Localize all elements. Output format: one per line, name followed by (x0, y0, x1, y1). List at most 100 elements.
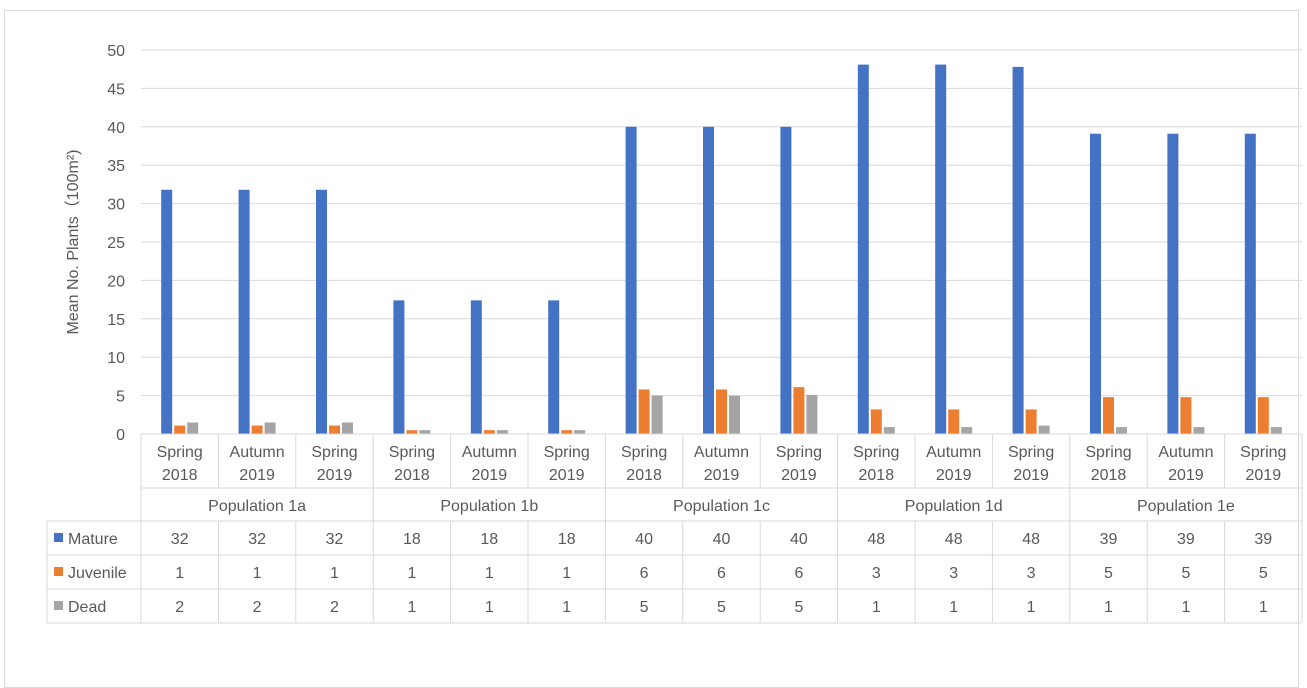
y-tick-label: 35 (107, 158, 125, 175)
table-cell-value: 48 (1022, 531, 1040, 548)
bar-mature-7 (703, 126, 714, 435)
legend-swatch-juvenile (54, 567, 63, 576)
category-label-season: Autumn (462, 444, 517, 461)
category-label-year: 2018 (394, 467, 430, 484)
bar-dead-11 (1038, 425, 1050, 434)
y-tick-label: 20 (107, 273, 125, 290)
category-label-season: Autumn (694, 444, 749, 461)
category-label-year: 2019 (1168, 467, 1204, 484)
table-cell-value: 2 (253, 599, 262, 616)
table-cell-value: 5 (1259, 565, 1268, 582)
table-cell-value: 1 (1104, 599, 1113, 616)
bar-mature-0 (161, 189, 173, 434)
category-label-season: Spring (853, 444, 899, 461)
category-label-year: 2018 (1091, 467, 1127, 484)
table-cell-value: 48 (945, 531, 963, 548)
table-cell-value: 5 (1181, 565, 1190, 582)
table-cell-value: 18 (480, 531, 498, 548)
bar-mature-2 (316, 189, 327, 434)
y-tick-label: 25 (107, 235, 125, 252)
table-cell-value: 6 (794, 565, 803, 582)
table-cell-value: 1 (253, 565, 262, 582)
table-cell-value: 1 (485, 599, 494, 616)
y-axis-title: Mean No. Plants（100m²) (64, 150, 82, 335)
bar-juvenile-1 (251, 425, 263, 434)
bar-mature-4 (470, 300, 482, 434)
bar-dead-14 (1270, 427, 1282, 434)
category-label-year: 2019 (239, 467, 275, 484)
bar-dead-6 (651, 395, 663, 434)
legend-swatch-dead (54, 601, 63, 610)
table-cell-value: 1 (872, 599, 881, 616)
table-cell-value: 32 (171, 531, 189, 548)
bar-mature-6 (625, 126, 637, 435)
table-cell-value: 1 (407, 565, 416, 582)
bar-juvenile-13 (1180, 397, 1192, 434)
category-label-year: 2019 (936, 467, 972, 484)
category-label-season: Spring (389, 444, 435, 461)
bar-juvenile-11 (1025, 409, 1037, 434)
table-cell-value: 1 (175, 565, 184, 582)
table-cell-value: 3 (872, 565, 881, 582)
legend-swatch-mature (54, 533, 63, 542)
table-cell-value: 39 (1254, 531, 1272, 548)
y-tick-label: 50 (107, 43, 125, 60)
bar-dead-12 (1116, 427, 1127, 434)
category-label-year: 2018 (859, 467, 895, 484)
bar-dead-2 (342, 422, 353, 434)
bar-juvenile-3 (406, 430, 418, 434)
bar-juvenile-8 (793, 387, 805, 434)
bar-dead-1 (264, 422, 276, 434)
legend-label-dead: Dead (68, 599, 106, 616)
table-cell-value: 2 (175, 599, 184, 616)
y-tick-label: 40 (107, 120, 125, 137)
table-cell-value: 40 (635, 531, 653, 548)
table-cell-value: 5 (1104, 565, 1113, 582)
category-label-year: 2019 (549, 467, 585, 484)
bar-dead-7 (729, 395, 740, 434)
table-cell-value: 5 (640, 599, 649, 616)
table-cell-value: 1 (485, 565, 494, 582)
bar-mature-5 (548, 300, 560, 434)
table-cell-value: 2 (330, 599, 339, 616)
y-tick-label: 0 (116, 427, 125, 444)
bar-mature-3 (393, 300, 405, 434)
group-label: Population 1c (673, 498, 770, 515)
table-cell-value: 1 (949, 599, 958, 616)
bar-juvenile-9 (870, 409, 882, 434)
bar-juvenile-14 (1257, 397, 1269, 434)
table-cell-value: 6 (640, 565, 649, 582)
bar-dead-10 (961, 427, 973, 434)
y-tick-label: 5 (116, 389, 125, 406)
table-cell-value: 1 (407, 599, 416, 616)
bar-juvenile-2 (329, 425, 340, 434)
table-cell-value: 48 (867, 531, 885, 548)
category-label-year: 2019 (704, 467, 740, 484)
y-tick-label: 10 (107, 350, 125, 367)
category-label-year: 2019 (317, 467, 353, 484)
category-label-season: Autumn (230, 444, 285, 461)
table-cell-value: 40 (713, 531, 731, 548)
legend-label-juvenile: Juvenile (68, 565, 127, 582)
bar-mature-1 (238, 189, 250, 434)
y-tick-label: 15 (107, 312, 125, 329)
bar-mature-8 (780, 126, 792, 435)
bar-mature-11 (1012, 66, 1024, 435)
bar-dead-8 (806, 394, 818, 434)
table-cell-value: 18 (558, 531, 576, 548)
group-label: Population 1b (440, 498, 538, 515)
table-cell-value: 3 (1027, 565, 1036, 582)
category-label-season: Spring (157, 444, 203, 461)
table-cell-value: 1 (1259, 599, 1268, 616)
bar-mature-9 (857, 64, 869, 434)
category-label-year: 2019 (1246, 467, 1282, 484)
table-cell-value: 5 (717, 599, 726, 616)
table-cell-value: 6 (717, 565, 726, 582)
table-cell-value: 18 (403, 531, 421, 548)
bar-juvenile-6 (638, 389, 650, 434)
bar-mature-10 (935, 64, 947, 434)
category-label-year: 2018 (162, 467, 198, 484)
bar-dead-4 (496, 430, 508, 434)
legend-label-mature: Mature (68, 531, 118, 548)
